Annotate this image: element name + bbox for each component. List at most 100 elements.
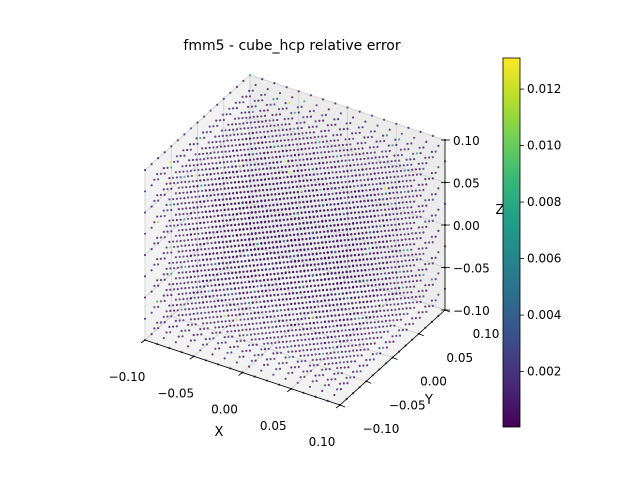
data-point — [299, 376, 302, 379]
data-point — [268, 268, 271, 271]
x-tick-label: −0.05 — [157, 386, 194, 400]
data-point — [239, 297, 242, 300]
data-point — [210, 242, 213, 245]
data-point — [159, 321, 162, 324]
data-point — [225, 113, 228, 116]
data-point — [347, 196, 350, 199]
data-point — [411, 296, 414, 299]
data-point — [248, 243, 252, 246]
data-point — [321, 114, 324, 117]
data-point — [331, 341, 334, 344]
data-point — [340, 202, 343, 205]
data-point — [275, 198, 278, 201]
data-point — [238, 355, 241, 358]
data-point — [425, 225, 428, 228]
data-point — [397, 154, 400, 157]
data-point — [272, 203, 275, 206]
z-tick-label: 0.00 — [453, 219, 480, 233]
data-point — [397, 303, 400, 306]
data-point — [379, 352, 382, 355]
data-point — [276, 352, 279, 355]
data-point — [246, 121, 249, 124]
data-point — [287, 350, 290, 353]
data-point — [340, 223, 343, 226]
data-point — [184, 308, 187, 311]
data-point — [236, 281, 239, 284]
data-point — [248, 238, 251, 241]
data-point — [347, 344, 350, 347]
data-point — [312, 321, 315, 324]
data-point — [260, 348, 263, 351]
data-point — [276, 139, 279, 142]
data-point — [290, 196, 293, 199]
data-point — [339, 303, 342, 306]
data-point — [216, 103, 219, 106]
data-point — [218, 161, 222, 164]
data-point — [234, 271, 237, 274]
data-point — [264, 119, 267, 122]
data-point — [358, 110, 361, 113]
data-point — [413, 306, 416, 309]
x-tick — [287, 388, 292, 393]
data-point — [288, 313, 291, 316]
data-point — [182, 234, 185, 237]
data-point — [190, 238, 193, 241]
data-point — [255, 258, 258, 261]
data-point — [244, 217, 247, 220]
data-point — [230, 308, 233, 312]
data-point — [307, 205, 310, 208]
z-tick-label: 0.05 — [453, 177, 480, 191]
data-point — [341, 228, 344, 231]
data-point — [175, 261, 178, 264]
data-point — [216, 294, 219, 297]
data-point — [368, 252, 372, 255]
data-point — [303, 100, 306, 103]
data-point — [327, 129, 330, 132]
data-point — [150, 311, 153, 314]
data-point — [382, 283, 385, 286]
data-point — [261, 311, 264, 314]
data-point — [332, 240, 335, 243]
data-point — [428, 198, 431, 202]
data-point — [229, 134, 232, 137]
data-point — [327, 171, 330, 174]
data-point — [286, 218, 289, 221]
data-point — [316, 236, 319, 239]
data-point — [312, 343, 315, 346]
data-point — [391, 186, 394, 189]
data-point — [338, 297, 342, 300]
data-point — [402, 228, 405, 231]
data-point — [233, 244, 237, 247]
data-point — [224, 256, 227, 259]
data-point — [272, 224, 275, 227]
data-point — [281, 107, 284, 110]
data-point — [407, 169, 410, 172]
data-point — [354, 301, 357, 304]
data-point — [235, 107, 238, 110]
data-point — [327, 150, 330, 153]
data-point — [383, 224, 386, 227]
data-point — [390, 308, 393, 312]
data-point — [270, 193, 273, 196]
data-point — [380, 230, 383, 233]
data-point — [317, 284, 320, 287]
data-point — [245, 307, 248, 310]
data-point — [206, 157, 209, 160]
data-point — [365, 337, 368, 340]
data-point — [289, 191, 292, 194]
data-point — [352, 243, 355, 246]
data-point — [206, 242, 209, 245]
data-point — [387, 208, 390, 211]
data-point — [411, 232, 414, 235]
data-point — [281, 128, 284, 132]
data-point — [293, 339, 296, 342]
data-point — [289, 276, 292, 279]
data-point — [378, 177, 381, 180]
data-point — [195, 243, 198, 246]
data-point — [300, 360, 303, 363]
data-point — [291, 138, 294, 141]
data-point — [320, 172, 323, 175]
data-point — [338, 271, 341, 274]
data-point — [188, 329, 191, 332]
data-point — [352, 179, 355, 182]
